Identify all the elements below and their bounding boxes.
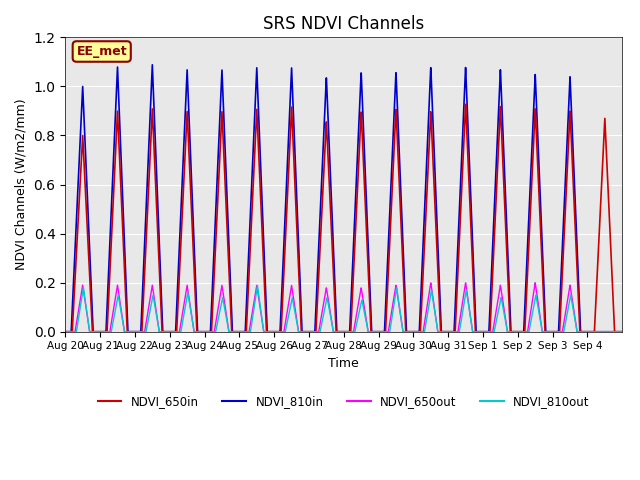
NDVI_810in	[81, 130, 88, 136]
NDVI_810in	[323, 95, 331, 101]
Line: NDVI_810out: NDVI_810out	[65, 286, 622, 332]
NDVI_650in	[323, 134, 331, 140]
NDVI_810in	[486, 300, 494, 306]
NDVI_650out	[323, 289, 331, 295]
NDVI_810in	[401, 293, 409, 299]
NDVI_810out	[276, 329, 284, 335]
NDVI_810out	[618, 329, 626, 335]
NDVI_650out	[386, 320, 394, 326]
Text: EE_met: EE_met	[76, 45, 127, 58]
Line: NDVI_810in: NDVI_810in	[65, 65, 622, 332]
NDVI_650out	[401, 329, 409, 335]
NDVI_810out	[253, 283, 261, 288]
NDVI_810out	[81, 294, 88, 300]
Line: NDVI_650in: NDVI_650in	[65, 104, 622, 332]
NDVI_650in	[486, 324, 494, 330]
Legend: NDVI_650in, NDVI_810in, NDVI_650out, NDVI_810out: NDVI_650in, NDVI_810in, NDVI_650out, NDV…	[93, 391, 595, 413]
NDVI_810in	[386, 206, 394, 212]
NDVI_650out	[275, 329, 283, 335]
NDVI_650in	[401, 309, 409, 315]
NDVI_650in	[61, 329, 69, 335]
NDVI_810out	[386, 328, 394, 334]
NDVI_810out	[401, 329, 409, 335]
NDVI_650in	[618, 329, 626, 335]
NDVI_810out	[486, 329, 494, 335]
NDVI_650out	[618, 329, 626, 335]
NDVI_650out	[531, 280, 539, 286]
NDVI_650in	[386, 238, 394, 244]
NDVI_810out	[323, 295, 331, 301]
NDVI_650in	[81, 172, 88, 178]
NDVI_810in	[61, 329, 69, 335]
NDVI_650in	[275, 329, 283, 335]
NDVI_650out	[486, 329, 494, 335]
NDVI_810out	[61, 329, 69, 335]
Title: SRS NDVI Channels: SRS NDVI Channels	[263, 15, 424, 33]
Y-axis label: NDVI Channels (W/m2/mm): NDVI Channels (W/m2/mm)	[15, 99, 28, 270]
X-axis label: Time: Time	[328, 357, 359, 370]
NDVI_650in	[461, 101, 469, 107]
NDVI_810in	[276, 329, 284, 335]
NDVI_810in	[148, 62, 156, 68]
NDVI_650out	[81, 296, 88, 301]
NDVI_650out	[61, 329, 69, 335]
NDVI_810in	[618, 329, 626, 335]
Line: NDVI_650out: NDVI_650out	[65, 283, 622, 332]
